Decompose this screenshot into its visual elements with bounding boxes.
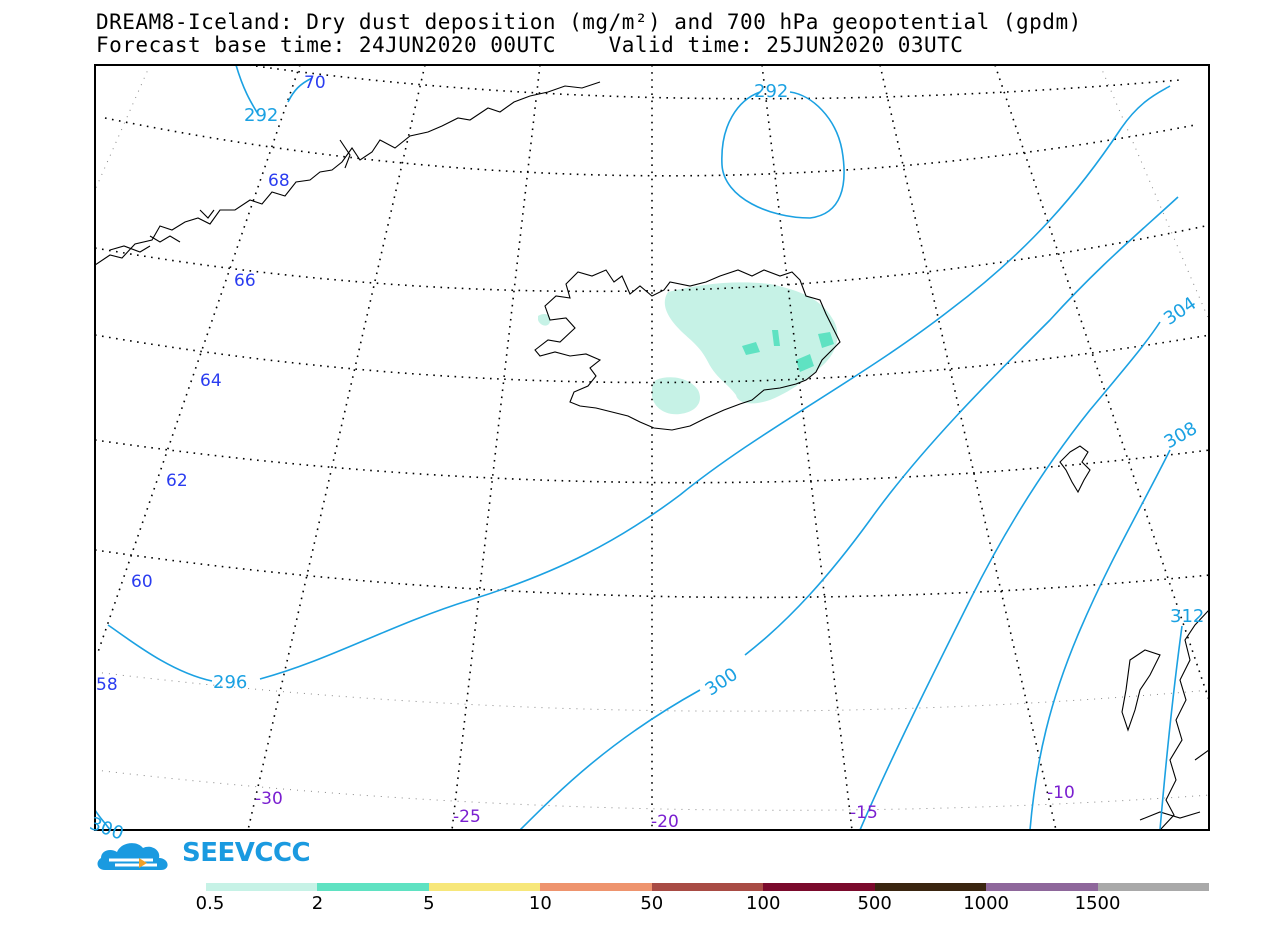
dust-area-mid-coast	[818, 332, 834, 348]
latitude-label: 62	[166, 471, 188, 491]
colorbar-label: 2	[311, 893, 324, 914]
contour-label: 304	[1160, 293, 1200, 330]
colorbar-label: 1500	[1074, 893, 1121, 914]
chart-title-line-1: DREAM8-Iceland: Dry dust deposition (mg/…	[96, 10, 1082, 34]
longitude-graticule-far	[95, 65, 1209, 321]
latitude-label: 68	[268, 171, 290, 191]
contour-label: 300	[702, 664, 742, 701]
contour-308	[1029, 449, 1171, 830]
contour-292-low	[721, 91, 845, 219]
dust-area-low-west	[538, 314, 551, 326]
latitude-label: 66	[234, 271, 256, 291]
contour-292-nw	[235, 65, 259, 115]
colorbar-segment	[540, 883, 652, 891]
contour-label: 292	[244, 105, 278, 126]
colorbar-segment	[651, 883, 764, 891]
dust-area-mid-east	[796, 354, 814, 372]
longitude-label: -20	[651, 812, 679, 832]
dust-area-low-south	[652, 377, 700, 415]
greenland-coastline	[95, 81, 601, 266]
chart-title-line-2: Forecast base time: 24JUN2020 00UTC Vali…	[96, 33, 964, 57]
map-frame	[94, 64, 1210, 831]
longitude-labels: -30 -25 -20 -15 -10	[255, 783, 1075, 832]
logo-text: SEEVCCC	[182, 838, 311, 868]
colorbar-segment	[206, 883, 318, 891]
contour-300	[519, 196, 1179, 830]
norway-coastline	[1159, 609, 1209, 830]
dust-area-mid-ne	[772, 330, 780, 346]
contour-296	[107, 85, 1171, 682]
seevccc-logo	[97, 843, 168, 870]
colorbar-label: 50	[640, 893, 664, 914]
iceland-coastline	[534, 269, 841, 431]
colorbar-label: 100	[746, 893, 781, 914]
cloud-logo-icon	[97, 843, 168, 870]
colorbar-label: 5	[423, 893, 435, 914]
dust-area-low	[664, 282, 838, 404]
colorbar-label: 0.5	[195, 893, 225, 914]
latitude-label: 70	[304, 73, 326, 93]
longitude-label: -30	[255, 789, 283, 809]
latitude-graticule-far	[95, 671, 1209, 811]
longitude-label: -10	[1047, 783, 1075, 803]
contour-label: 296	[213, 672, 247, 693]
contour-label: 308	[1161, 418, 1201, 453]
contour-292-nw-b	[287, 77, 313, 103]
colorbar-label: 1000	[963, 893, 1010, 914]
colorbar-segment	[428, 883, 541, 891]
colorbar-segment	[1097, 883, 1209, 891]
geopotential-contours	[95, 65, 1183, 830]
colorbar-segment	[986, 883, 1098, 891]
dust-deposition-field	[538, 282, 838, 415]
colorbar-label: 10	[528, 893, 552, 914]
dust-area-mid	[742, 342, 760, 355]
colorbar-segment	[763, 883, 875, 891]
contour-300-corner	[95, 809, 111, 830]
colorbar-segment	[317, 883, 429, 891]
colorbar-label: 500	[857, 893, 892, 914]
latitude-label: 60	[131, 572, 153, 592]
contour-label: 292	[754, 81, 788, 102]
contour-labels: 292 292 296 300 304 308 312 300	[87, 81, 1205, 845]
longitude-graticule	[96, 65, 1209, 830]
latitude-labels: 70 68 66 64 62 60 58	[96, 73, 326, 695]
contour-312	[1159, 625, 1183, 830]
longitude-label: -15	[850, 803, 878, 823]
coastlines	[95, 81, 1209, 830]
contour-label: 312	[1170, 606, 1204, 627]
colorbar-segment	[874, 883, 987, 891]
colorbar	[206, 883, 1209, 891]
map-content	[95, 65, 1209, 830]
longitude-label: -25	[453, 807, 481, 827]
latitude-graticule	[95, 65, 1209, 599]
contour-304	[859, 321, 1161, 830]
faroe-islands-coastline	[1059, 445, 1091, 494]
latitude-label: 64	[200, 371, 222, 391]
latitude-label: 58	[96, 675, 118, 695]
